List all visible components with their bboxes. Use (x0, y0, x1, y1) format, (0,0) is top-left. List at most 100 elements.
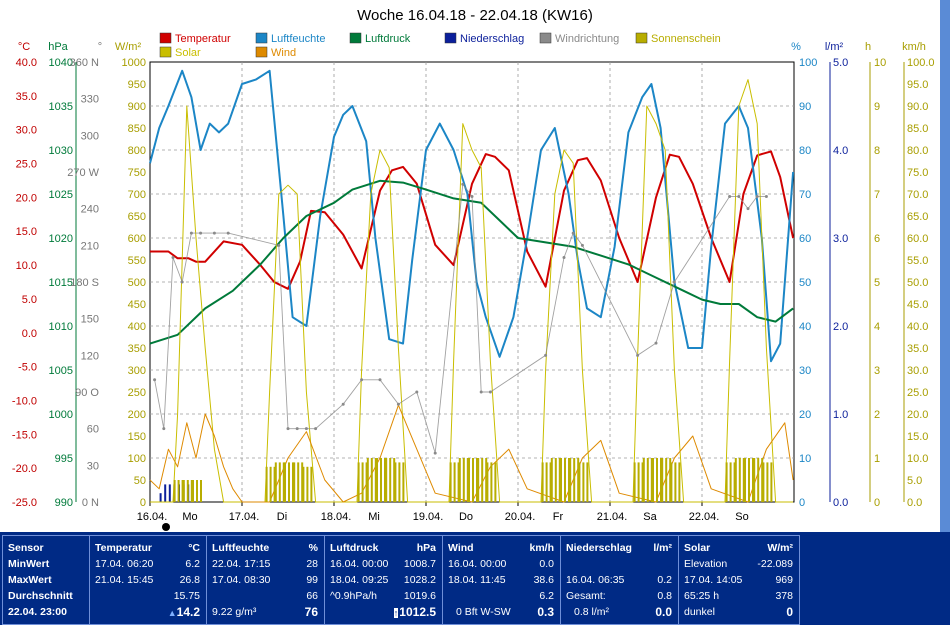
axis-tick-label: 70 (799, 189, 811, 201)
axis-tick-label: 60.0 (907, 233, 928, 245)
axis-tick-label: 400 (128, 321, 146, 333)
axis-tick-label: 30 (799, 365, 811, 377)
sunshine-bar (173, 480, 176, 502)
trend-up-icon: ↑ (393, 608, 399, 618)
legend-label: Temperatur (175, 33, 231, 45)
sunshine-bar (766, 462, 769, 502)
axis-tick-label: 450 (128, 299, 146, 311)
sunshine-bar (361, 462, 364, 502)
axis-tick-label: 995 (55, 453, 73, 465)
axis-unit-label: % (791, 41, 801, 53)
wind-max: 38.6 (533, 574, 554, 586)
axis-tick-label: 40.0 (16, 57, 37, 69)
wind-direction: 0 Bft W-SW (456, 606, 511, 618)
x-tick-label: 17.04. (229, 511, 260, 523)
solar-state: dunkel (684, 606, 715, 618)
axis-tick-label: 750 (128, 167, 146, 179)
rain-current: 0.0 (655, 605, 672, 619)
chart-title: Woche 16.04.18 - 22.04.18 (KW16) (357, 7, 593, 24)
axis-tick-label: 20 (799, 409, 811, 421)
rain-column: Niederschlag l/m² 16.04. 06:35 0.2 Gesam… (560, 536, 679, 624)
axis-tick-label: 0.0 (907, 497, 922, 509)
pressure-min: 1008.7 (403, 558, 436, 570)
stats-table: Sensor MinWert MaxWert Durchschnitt 22.0… (2, 535, 800, 625)
temperature-header: Temperatur (95, 542, 152, 554)
axis-tick-label: 700 (128, 189, 146, 201)
axis-tick-label: 300 (81, 130, 99, 142)
axis-tick-label: 25.0 (907, 387, 928, 399)
axis-tick-label: 150 (81, 314, 99, 326)
axis-tick-label: 150 (128, 431, 146, 443)
axis-tick-label: 5.0 (833, 57, 848, 69)
sunshine-bar (734, 458, 737, 502)
humidity-max: 99 (306, 574, 318, 586)
sunshine-bar (486, 462, 489, 502)
legend-label: Niederschlag (460, 33, 524, 45)
axis-tick-label: 950 (128, 79, 146, 91)
rain-header: Niederschlag (566, 542, 632, 554)
axis-tick-label: 0 (874, 497, 880, 509)
sunshine-bar (637, 462, 640, 502)
sunshine-bar (558, 458, 561, 502)
axis-tick-label: 15.0 (907, 431, 928, 443)
legend-label: Sonnenschein (651, 33, 721, 45)
axis-tick-label: -20.0 (12, 463, 37, 475)
rain-bar (164, 484, 167, 502)
sunshine-bar (462, 458, 465, 502)
sunshine-bar (472, 458, 474, 502)
sunshine-bar (729, 462, 732, 502)
axis-tick-label: 500 (128, 277, 146, 289)
sunshine-bar (196, 480, 198, 502)
wind-direction-line (154, 183, 767, 454)
chart-canvas: Woche 16.04.18 - 22.04.18 (KW16) Temperat… (12, 7, 935, 531)
temperature-avg: 15.75 (173, 590, 200, 602)
rain-bar (168, 484, 171, 502)
axis-tick-label: 65.0 (907, 211, 928, 223)
axis-tick-label: 1000 (122, 57, 146, 69)
axis-tick-label: 7 (874, 189, 880, 201)
axis-unit-label: °C (18, 41, 30, 53)
sunshine-bar (393, 458, 396, 502)
sunshine-bar (669, 458, 672, 502)
sunshine-bar (398, 462, 401, 502)
axis-tick-label: 3 (874, 365, 880, 377)
temperature-min: 6.2 (185, 558, 200, 570)
axis-tick-label: 360 N (70, 57, 99, 69)
pressure-header: Luftdruck (330, 542, 379, 554)
axis-tick-label: 1030 (49, 145, 73, 157)
solar-elevation: -22.089 (757, 558, 793, 570)
axis-tick-label: 5.0 (22, 294, 37, 306)
sunshine-bar (660, 458, 662, 502)
axis-tick-label: 6 (874, 233, 880, 245)
sunshine-bar (453, 462, 456, 502)
axis-tick-label: 800 (128, 145, 146, 157)
axis-tick-label: 50.0 (907, 277, 928, 289)
axis-tick-label: 30 (87, 460, 99, 472)
axis-tick-label: 250 (128, 387, 146, 399)
sunshine-bar (466, 458, 469, 502)
axis-tick-label: 210 (81, 240, 99, 252)
sunshine-bar (678, 462, 681, 502)
sunshine-bar (376, 458, 378, 502)
x-tick-label: 21.04. (597, 511, 628, 523)
axis-unit-label: h (865, 41, 871, 53)
sunshine-bar (449, 462, 452, 502)
axis-tick-label: 85.0 (907, 123, 928, 135)
legend-swatch (444, 32, 457, 44)
sunshine-bar (541, 462, 544, 502)
wind-max-time: 18.04. 11:45 (448, 574, 506, 586)
legend-swatch (349, 32, 362, 44)
axis-tick-label: 90 (799, 101, 811, 113)
sunshine-bar (301, 462, 304, 502)
rain-unit: l/m² (653, 542, 672, 554)
axis-tick-label: 300 (128, 365, 146, 377)
x-tick-label: 19.04. (413, 511, 444, 523)
axis-tick-label: 30.0 (16, 125, 37, 137)
axis-tick-label: 850 (128, 123, 146, 135)
legend-swatch (539, 32, 552, 44)
sunshine-bar (297, 462, 300, 502)
axis-tick-label: 550 (128, 255, 146, 267)
axis-tick-label: 1.0 (833, 409, 848, 421)
legend-label: Windrichtung (555, 33, 619, 45)
pressure-max-time: 18.04. 09:25 (330, 574, 389, 586)
